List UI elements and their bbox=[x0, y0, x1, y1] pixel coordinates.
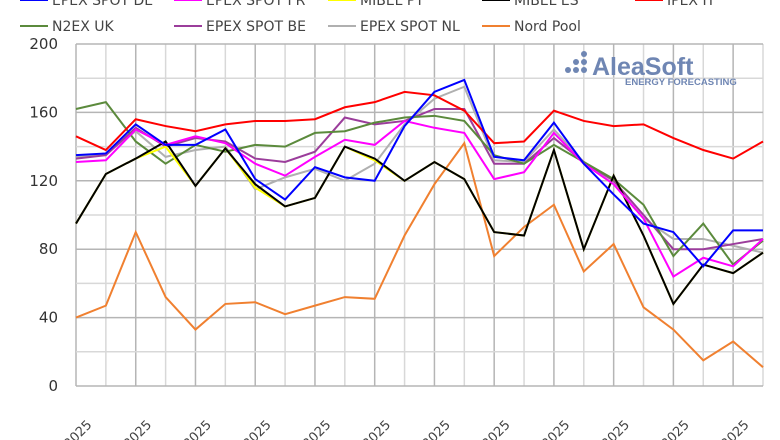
grid bbox=[75, 43, 764, 387]
legend-item: Nord Pool bbox=[482, 19, 581, 35]
x-tick-label: /2025 bbox=[58, 418, 95, 440]
x-tick-label: /2025 bbox=[596, 418, 633, 440]
logo-tagline: ENERGY FORECASTING bbox=[625, 77, 737, 88]
legend-label: EPEX SPOT FR bbox=[206, 0, 306, 9]
legend-item: MIBEL PT bbox=[328, 0, 424, 9]
legend-item: EPEX SPOT DE bbox=[20, 0, 153, 9]
legend-label: MIBEL ES bbox=[514, 0, 579, 9]
x-tick-label: /2025 bbox=[656, 418, 693, 440]
x-tick-label: /2025 bbox=[118, 418, 155, 440]
aleasoft-logo: AleaSoft ENERGY FORECASTING bbox=[565, 51, 737, 88]
legend-label: EPEX SPOT NL bbox=[360, 19, 460, 35]
y-tick-label: 80 bbox=[39, 240, 58, 258]
logo-dots-icon bbox=[565, 51, 587, 73]
series-line-mibel-es bbox=[75, 140, 764, 306]
y-tick-label: 120 bbox=[29, 172, 58, 190]
x-tick-label: /2025 bbox=[357, 418, 394, 440]
series-line-epex-spot-de bbox=[75, 78, 763, 268]
legend-label: EPEX SPOT BE bbox=[206, 19, 306, 35]
x-tick-label: /2025 bbox=[715, 418, 752, 440]
legend-item: EPEX SPOT FR bbox=[174, 0, 306, 9]
legend-item: MIBEL ES bbox=[482, 0, 579, 9]
series-line-nord-pool bbox=[75, 140, 764, 368]
series-line-epex-spot-be bbox=[75, 107, 764, 251]
x-tick-label: /2025 bbox=[476, 418, 513, 440]
series-line-n2ex-uk bbox=[75, 101, 764, 267]
x-tick-label: /2025 bbox=[536, 418, 573, 440]
series-line-ipex-it bbox=[75, 90, 764, 160]
legend-item: EPEX SPOT BE bbox=[174, 19, 306, 35]
legend-item: IPEX IT bbox=[635, 0, 716, 9]
logo-name: AleaSoft bbox=[592, 53, 694, 81]
x-tick-label: /2025 bbox=[178, 418, 215, 440]
y-tick-label: 0 bbox=[48, 377, 58, 395]
legend-label: Nord Pool bbox=[514, 19, 581, 35]
y-axis-ticks: 0 40 80 120 160 200 bbox=[29, 35, 58, 395]
x-axis-ticks: /2025/2025/2025/2025/2025/2025/2025/2025… bbox=[58, 418, 752, 440]
legend: EPEX SPOT DE EPEX SPOT FR MIBEL PT MIBEL ES… bbox=[20, 0, 716, 35]
x-tick-label: /2025 bbox=[297, 418, 334, 440]
legend-label: IPEX IT bbox=[667, 0, 716, 9]
legend-item: EPEX SPOT NL bbox=[328, 19, 460, 35]
legend-item: N2EX UK bbox=[20, 19, 115, 35]
series-line-mibel-pt bbox=[75, 145, 764, 306]
legend-label: N2EX UK bbox=[52, 19, 115, 35]
series-lines bbox=[75, 78, 764, 368]
y-tick-label: 160 bbox=[29, 103, 58, 121]
legend-label: EPEX SPOT DE bbox=[52, 0, 153, 9]
y-tick-label: 200 bbox=[29, 35, 58, 53]
y-tick-label: 40 bbox=[39, 309, 58, 327]
series-line-epex-spot-fr bbox=[75, 119, 764, 278]
x-tick-label: /2025 bbox=[237, 418, 274, 440]
x-tick-label: /2025 bbox=[417, 418, 454, 440]
legend-label: MIBEL PT bbox=[360, 0, 424, 9]
